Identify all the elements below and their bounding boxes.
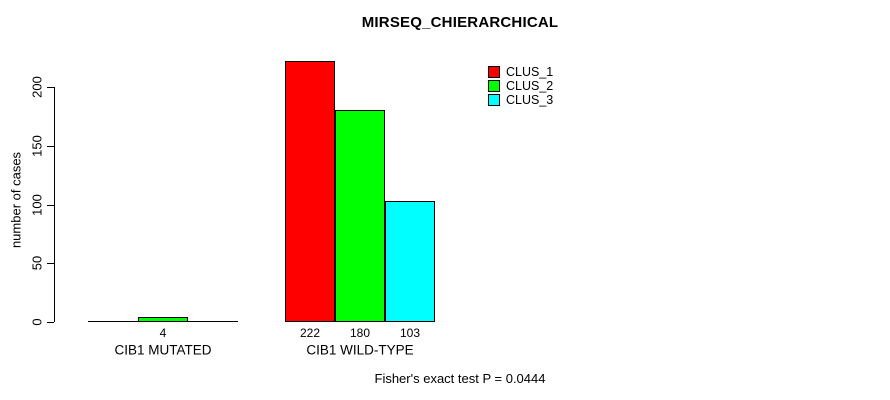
y-tick	[47, 87, 54, 88]
legend-swatch-icon	[488, 94, 500, 106]
y-axis-line	[54, 87, 55, 322]
bar	[285, 61, 335, 322]
y-tick-label: 50	[29, 256, 45, 271]
bar-value-label: 4	[159, 326, 167, 340]
legend-label: CLUS_3	[506, 93, 554, 107]
legend-row: CLUS_3	[488, 93, 553, 107]
legend-row: CLUS_2	[488, 79, 553, 93]
chart-title: MIRSEQ_CHIERARCHICAL	[361, 14, 559, 31]
bar-value-label: 103	[399, 326, 421, 340]
y-tick	[47, 322, 54, 323]
bar-value-label: 222	[299, 326, 321, 340]
y-tick	[47, 263, 54, 265]
x-category-label: CIB1 WILD-TYPE	[306, 342, 414, 358]
y-tick-label: 0	[29, 318, 45, 326]
legend-swatch-icon	[488, 66, 500, 78]
x-category-label: CIB1 MUTATED	[114, 342, 212, 358]
legend-row: CLUS_1	[488, 65, 553, 79]
y-tick-label: 200	[29, 76, 45, 98]
legend-label: CLUS_2	[506, 79, 554, 93]
y-tick-label: 150	[29, 134, 45, 157]
bar	[385, 201, 435, 322]
bar-value-label: 180	[349, 326, 371, 340]
legend-label: CLUS_1	[506, 65, 554, 79]
legend-swatch-icon	[488, 80, 500, 92]
y-tick	[47, 204, 54, 206]
bar	[335, 110, 385, 322]
y-axis-label: number of cases	[8, 151, 24, 249]
stats-footnote: Fisher's exact test P = 0.0444	[374, 371, 546, 386]
y-tick-label: 100	[29, 193, 45, 216]
legend: CLUS_1 CLUS_2 CLUS_3	[488, 65, 553, 107]
bar	[138, 317, 188, 322]
y-tick	[47, 145, 54, 147]
